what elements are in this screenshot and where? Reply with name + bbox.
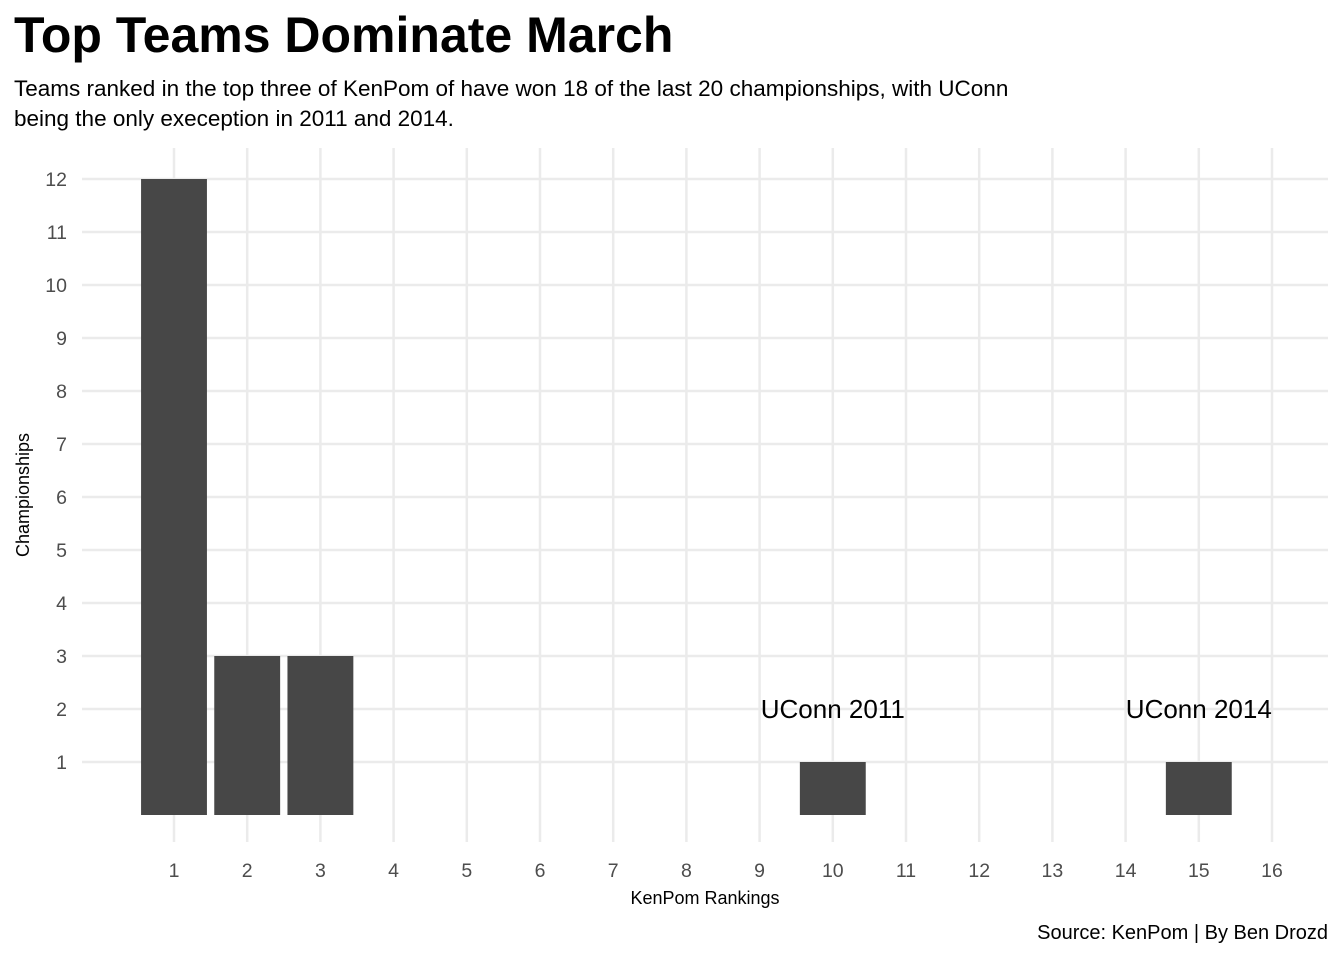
x-tick-label: 9 <box>754 860 765 882</box>
y-tick-label: 8 <box>56 381 67 403</box>
annotation-label: UConn 2014 <box>1126 694 1272 724</box>
y-tick-label: 5 <box>56 540 67 562</box>
y-tick-label: 10 <box>45 275 67 297</box>
y-tick-label: 9 <box>56 328 67 350</box>
y-axis-title: Championships <box>13 433 33 557</box>
annotations: UConn 2011 UConn 2014 <box>761 694 1272 724</box>
y-tick-label: 1 <box>56 752 67 774</box>
bar-rank-1 <box>141 179 207 815</box>
chart-title: Top Teams Dominate March <box>14 7 674 63</box>
chart-caption: Source: KenPom | By Ben Drozd <box>1037 922 1328 944</box>
y-tick-label: 4 <box>56 593 67 615</box>
grid-lines <box>82 148 1328 842</box>
y-tick-label: 11 <box>47 222 67 244</box>
x-axis-ticks: 1 2 3 4 5 6 7 8 9 10 11 12 13 14 15 16 <box>169 860 1283 882</box>
bar-rank-3 <box>287 656 354 815</box>
bar-rank-2 <box>214 656 281 815</box>
x-tick-label: 7 <box>608 860 619 882</box>
y-tick-label: 2 <box>56 699 67 721</box>
x-tick-label: 4 <box>388 860 399 882</box>
x-tick-label: 8 <box>681 860 692 882</box>
x-tick-label: 16 <box>1261 860 1283 882</box>
x-tick-label: 12 <box>968 860 990 882</box>
x-tick-label: 11 <box>896 860 916 882</box>
x-tick-label: 13 <box>1042 860 1064 882</box>
bar-rank-15 <box>1165 762 1232 815</box>
y-tick-label: 7 <box>56 434 67 456</box>
bar-rank-10 <box>799 762 866 815</box>
chart-subtitle: Teams ranked in the top three of KenPom … <box>14 76 1009 131</box>
x-tick-label: 15 <box>1188 860 1210 882</box>
y-tick-label: 3 <box>56 646 67 668</box>
x-tick-label: 2 <box>242 860 253 882</box>
x-tick-label: 6 <box>535 860 546 882</box>
y-tick-label: 12 <box>45 169 67 191</box>
x-tick-label: 1 <box>169 860 180 882</box>
annotation-label: UConn 2011 <box>761 694 905 724</box>
x-tick-label: 3 <box>315 860 326 882</box>
x-tick-label: 5 <box>461 860 472 882</box>
y-tick-label: 6 <box>56 487 67 509</box>
x-tick-label: 14 <box>1115 860 1137 882</box>
x-axis-title: KenPom Rankings <box>630 888 779 908</box>
x-tick-label: 10 <box>822 860 844 882</box>
bars <box>141 179 1232 815</box>
